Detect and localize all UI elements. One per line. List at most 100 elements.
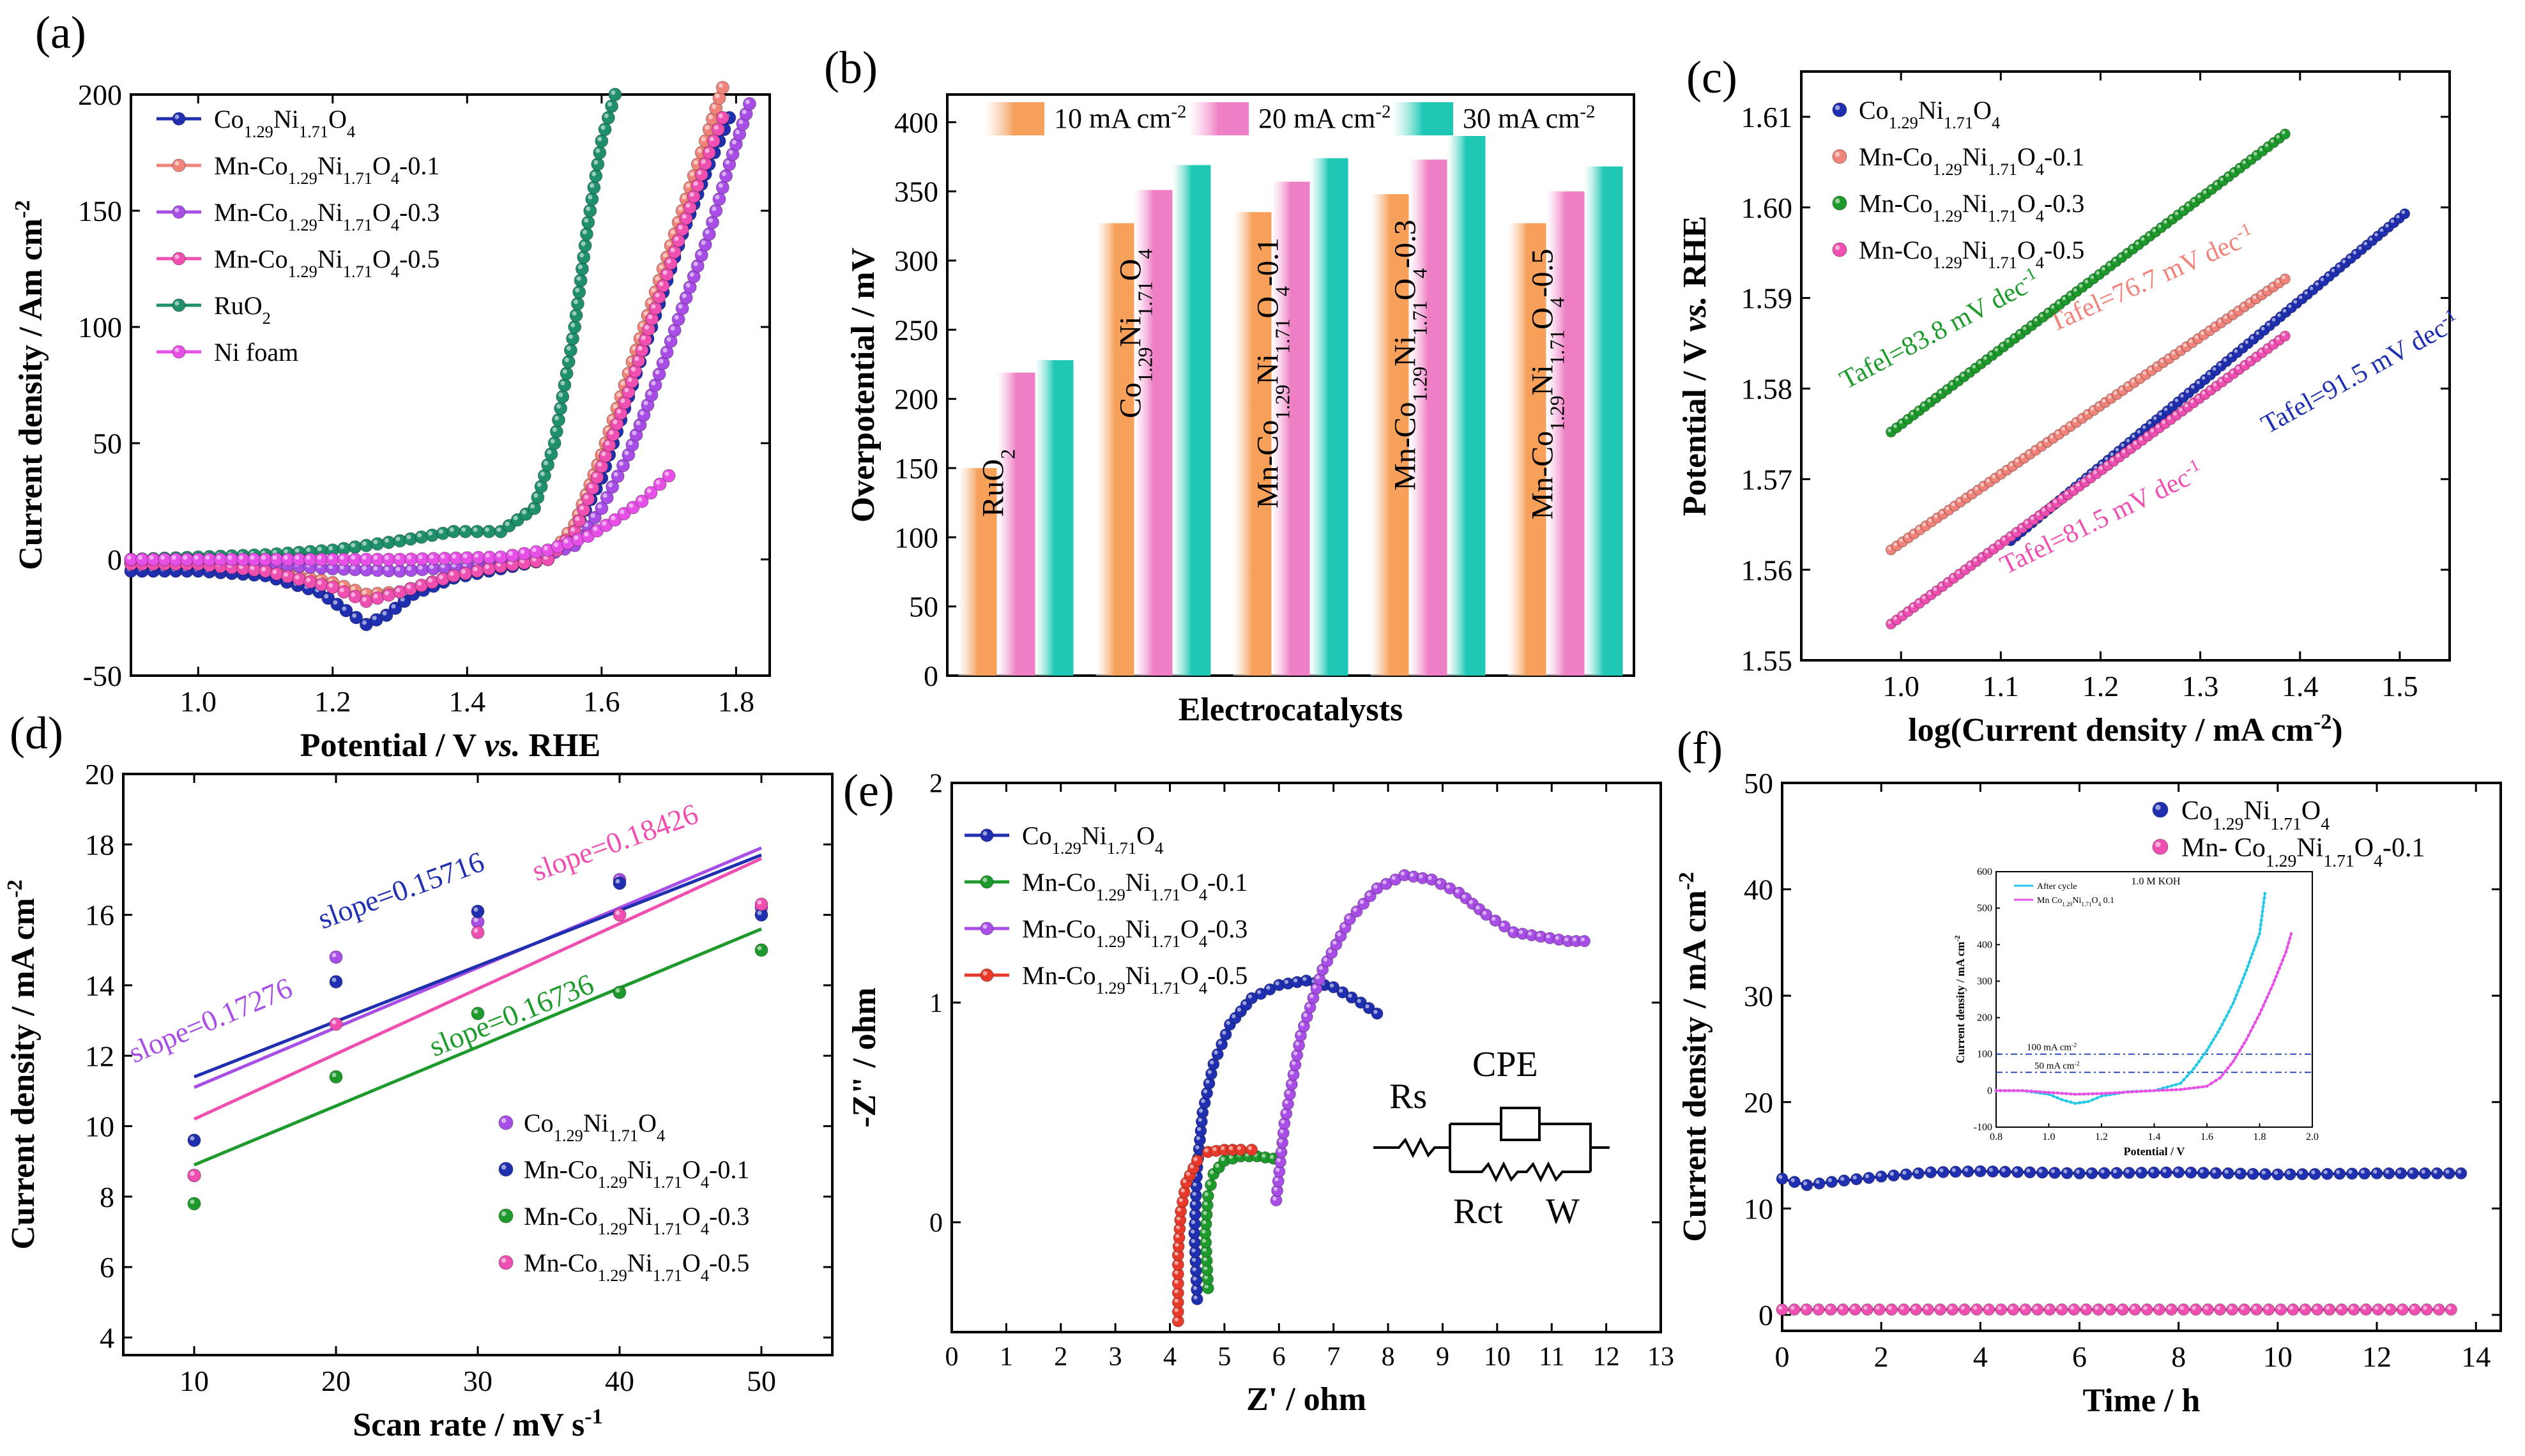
data-point-highlight: [1205, 1079, 1210, 1084]
f-series-0-point: [2321, 1167, 2333, 1180]
data-point-highlight: [520, 549, 525, 554]
inset-series-1-point: [2060, 1091, 2064, 1095]
data-point-highlight: [2293, 300, 2298, 304]
data-point-highlight: [2212, 367, 2216, 371]
d-series-3-point: [613, 908, 627, 922]
a-series-4-point: [551, 413, 565, 427]
d-series-3-point: [187, 1169, 201, 1183]
data-point-highlight: [306, 555, 311, 560]
data-point-highlight: [496, 552, 501, 557]
y-tick-label: 50: [1744, 767, 1773, 800]
data-point-highlight: [1851, 1305, 1856, 1310]
data-point-highlight: [708, 218, 713, 223]
data-point-highlight: [324, 594, 329, 599]
f-series-1-point: [2214, 1303, 2227, 1316]
data-point-highlight: [1193, 1285, 1198, 1291]
data-point-highlight: [1963, 494, 1967, 499]
data-point-highlight: [1193, 1156, 1198, 1162]
data-point-highlight: [2323, 1170, 2328, 1174]
data-point-highlight: [1580, 937, 1585, 942]
data-point-highlight: [2131, 1305, 2135, 1310]
a-series-5-point: [471, 550, 485, 565]
data-point-highlight: [651, 287, 656, 292]
data-point-highlight: [429, 554, 434, 559]
data-point-highlight: [1986, 478, 1990, 483]
d-series-1-point: [613, 876, 627, 890]
data-point-highlight: [2116, 453, 2120, 458]
data-point-highlight: [1279, 1129, 1284, 1134]
data-point-highlight: [342, 606, 347, 611]
a-series-5-point: [427, 552, 441, 566]
data-point-highlight: [2201, 391, 2206, 395]
data-point-highlight: [2250, 335, 2254, 340]
data-point-highlight: [1964, 1167, 1969, 1172]
f-series-0-point: [2209, 1167, 2222, 1179]
data-point-highlight: [2253, 353, 2257, 358]
data-point-highlight: [1960, 1305, 1965, 1310]
inset-x-tick-label: 1.8: [2254, 1132, 2266, 1142]
f-series-0-point: [2358, 1167, 2371, 1180]
data-point-highlight: [2204, 1305, 2208, 1310]
inset-series-0-point: [2252, 948, 2255, 952]
data-point-highlight: [593, 526, 598, 531]
f-series-0-point: [2247, 1167, 2259, 1180]
data-point-highlight: [2363, 241, 2367, 246]
data-point-highlight: [339, 555, 344, 560]
data-point-highlight: [294, 555, 300, 560]
data-point-highlight: [530, 504, 535, 509]
a-series-4-point: [459, 524, 473, 538]
e-series-2-point: [1578, 935, 1591, 948]
data-point-highlight: [2379, 228, 2384, 232]
data-point-highlight: [2047, 504, 2052, 508]
data-point-highlight: [2155, 805, 2161, 810]
x-tick-label: 9: [1436, 1342, 1449, 1372]
data-point-highlight: [2235, 307, 2239, 312]
data-point-highlight: [1803, 1181, 1808, 1186]
legend-label: Mn-Co1.29​Ni1.71​O4​-0.1: [524, 1155, 749, 1192]
data-point-highlight: [461, 569, 466, 574]
data-point-highlight: [588, 483, 593, 489]
data-point-highlight: [982, 971, 988, 976]
data-point-highlight: [1373, 884, 1378, 889]
x-tick-label: 5: [1217, 1342, 1231, 1372]
data-point-highlight: [2390, 219, 2395, 224]
data-point-highlight: [572, 311, 577, 316]
data-point-highlight: [2385, 1169, 2390, 1174]
bar: [1584, 166, 1623, 676]
a-series-4-point: [554, 401, 568, 415]
data-point-highlight: [328, 555, 333, 560]
inset-series-0-point: [2225, 1014, 2229, 1018]
data-point-highlight: [351, 565, 356, 570]
data-point-highlight: [2153, 416, 2157, 420]
data-point-highlight: [1835, 198, 1840, 204]
data-point-highlight: [1978, 360, 1981, 365]
data-point-highlight: [636, 334, 641, 339]
data-point-highlight: [1905, 608, 1909, 612]
data-point-highlight: [2208, 186, 2213, 190]
data-point-highlight: [174, 161, 179, 166]
data-point-highlight: [2185, 404, 2188, 407]
f-series-1-point: [1812, 1303, 1825, 1316]
data-point-highlight: [575, 287, 580, 292]
data-point-highlight: [1201, 1099, 1205, 1103]
x-tick-label: 50: [747, 1365, 776, 1397]
data-point-highlight: [616, 392, 622, 397]
data-point-highlight: [2155, 842, 2161, 847]
inset-y-tick-label: 200: [1977, 1013, 1992, 1024]
legend-label: Mn-Co1.29​Ni1.71​O4​-0.1: [214, 151, 439, 188]
inset-series-0-point: [2197, 1059, 2201, 1063]
inset-y-axis-label: Current density / mA cm-2​: [1953, 936, 1967, 1064]
data-point-highlight: [2001, 1168, 2006, 1172]
legend-marker: [980, 921, 994, 936]
legend-label: Mn-Co1.29​Ni1.71​O4​-0.5: [214, 245, 439, 281]
data-point-highlight: [2082, 1305, 2087, 1310]
inset-y-tick-label: 600: [1977, 867, 1992, 877]
a-series-4-point: [585, 192, 599, 206]
data-point-highlight: [1332, 940, 1337, 945]
data-point-highlight: [294, 575, 300, 580]
data-point-highlight: [2337, 264, 2340, 268]
data-point-highlight: [2213, 383, 2217, 387]
data-point-highlight: [637, 345, 643, 351]
data-point-highlight: [682, 214, 687, 219]
data-point-highlight: [547, 450, 552, 455]
